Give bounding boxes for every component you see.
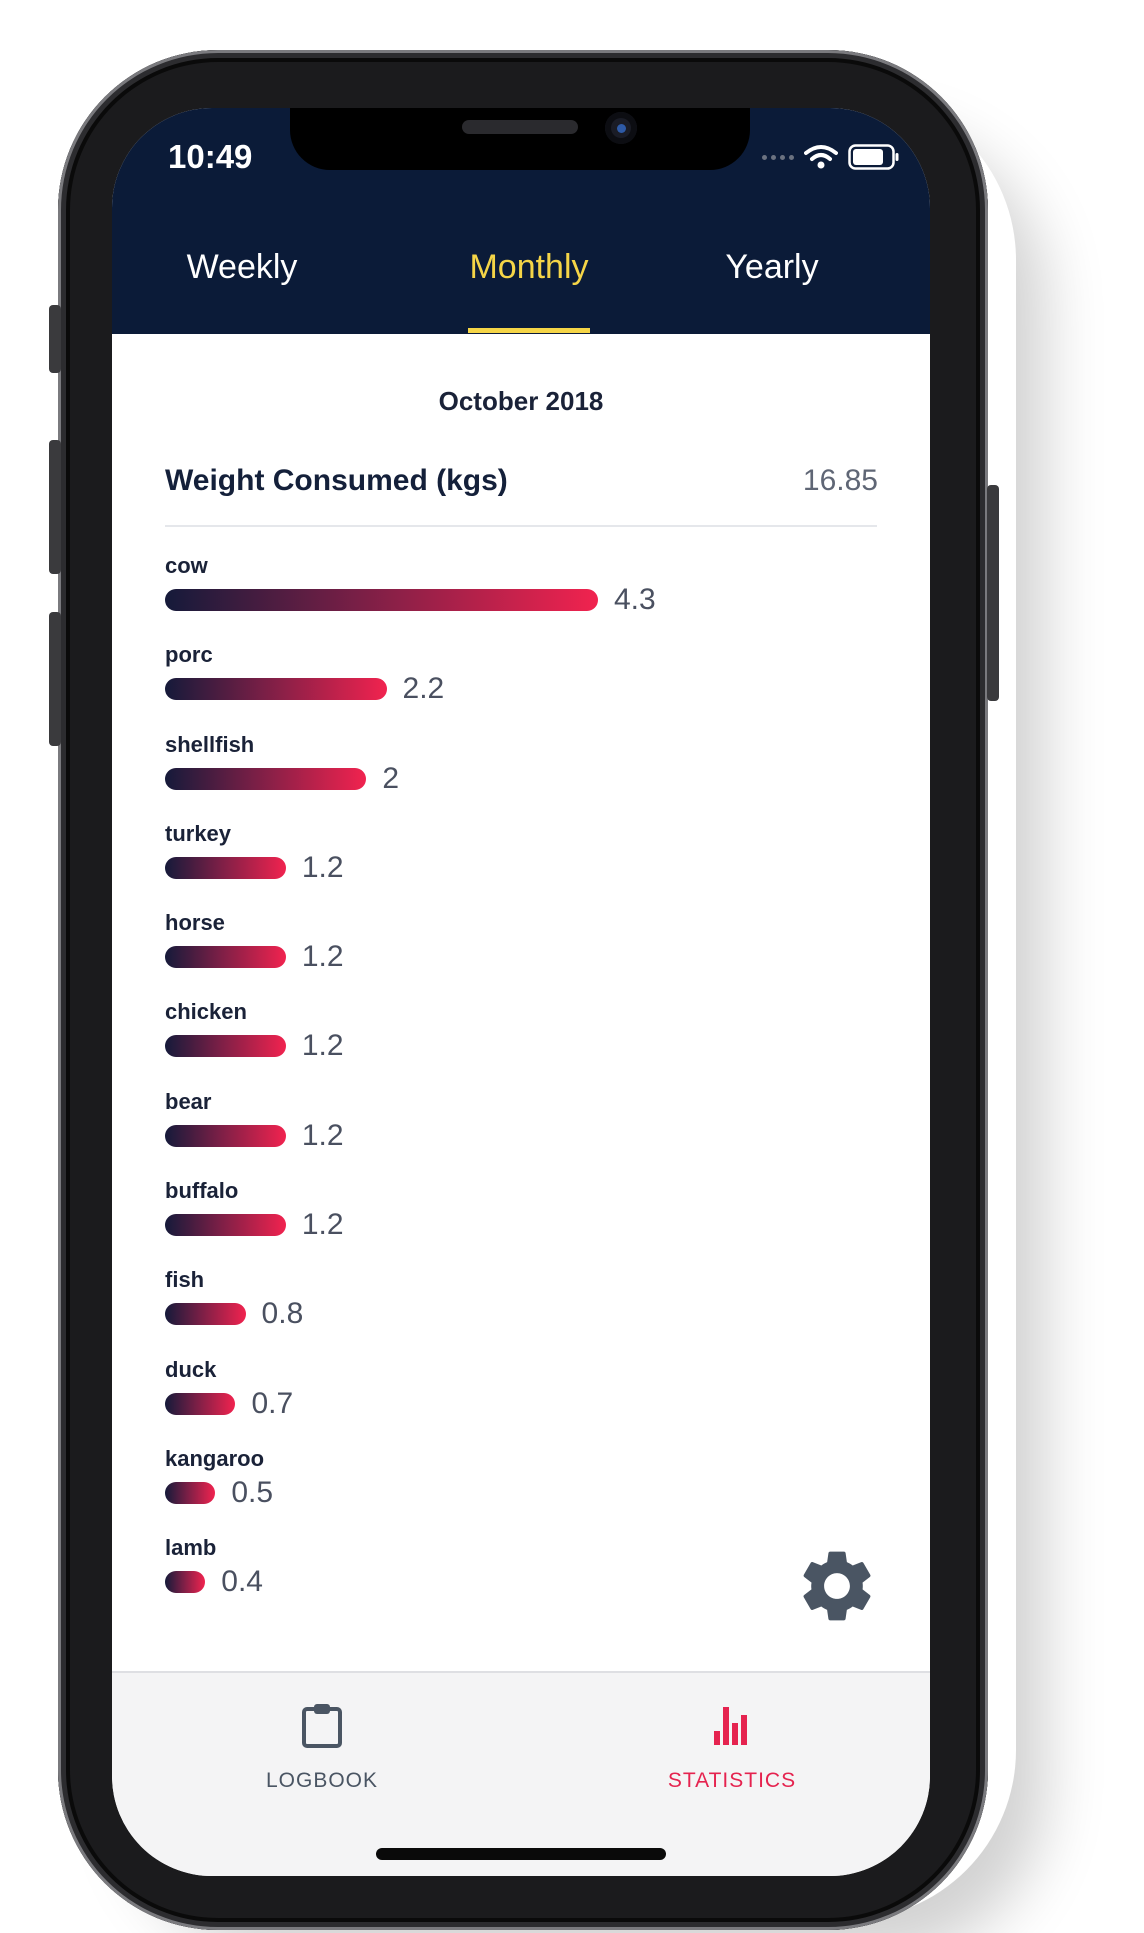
- nav-statistics[interactable]: STATISTICS: [582, 1673, 882, 1803]
- category-label: bear: [165, 1088, 212, 1114]
- bar: [165, 1035, 286, 1058]
- value-label: 1.2: [301, 850, 344, 884]
- category-label: horse: [165, 910, 225, 936]
- tab-yearly[interactable]: Yearly: [725, 248, 819, 286]
- volume-up-button: [49, 440, 61, 574]
- bar: [165, 767, 367, 790]
- bar: [165, 1481, 216, 1504]
- bottom-navigation: LOGBOOK STATISTICS: [112, 1671, 930, 1876]
- mute-switch: [49, 305, 61, 373]
- chart-row: fish 0.8: [165, 1267, 877, 1356]
- value-label: 2.2: [402, 672, 445, 706]
- active-tab-indicator: [468, 328, 590, 333]
- nav-logbook[interactable]: LOGBOOK: [172, 1673, 472, 1803]
- chart-row: lamb 0.4: [165, 1535, 877, 1624]
- bar: [165, 1571, 206, 1594]
- value-label: 0.8: [261, 1297, 304, 1331]
- nav-logbook-label: LOGBOOK: [265, 1769, 379, 1792]
- battery-icon: [848, 144, 899, 170]
- bar: [165, 678, 387, 701]
- tab-monthly[interactable]: Monthly: [469, 248, 589, 286]
- home-indicator: [376, 1848, 666, 1860]
- bar: [165, 856, 286, 879]
- value-label: 1.2: [301, 1208, 344, 1242]
- chart-row: horse 1.2: [165, 910, 877, 999]
- value-label: 0.4: [221, 1565, 263, 1599]
- consumption-bar-chart: cow 4.3 porc 2.2 shellfish 2 turkey 1.2 horse 1.2…: [165, 553, 877, 1625]
- value-label: 4.3: [614, 583, 656, 616]
- front-camera: [605, 112, 637, 144]
- value-label: 1.2: [301, 1118, 344, 1152]
- category-label: kangaroo: [165, 1445, 265, 1471]
- bar: [165, 1124, 286, 1147]
- chart-row: buffalo 1.2: [165, 1178, 877, 1267]
- notch: [290, 108, 750, 170]
- category-label: shellfish: [165, 731, 255, 757]
- category-label: porc: [165, 642, 213, 668]
- status-time: 10:49: [168, 138, 253, 175]
- chart-row: duck 0.7: [165, 1357, 877, 1446]
- settings-gear-icon[interactable]: [794, 1543, 880, 1629]
- value-label: 0.5: [231, 1475, 274, 1509]
- bar: [165, 1392, 236, 1415]
- bar-chart-icon: [714, 1707, 747, 1745]
- power-button: [987, 485, 999, 701]
- summary-value: 16.85: [802, 464, 878, 497]
- phone-screen: 10:49 Weekly Monthly Yearly October 2018…: [112, 108, 930, 1876]
- period-tabs: Weekly Monthly Yearly: [112, 248, 930, 334]
- chart-row: bear 1.2: [165, 1089, 877, 1178]
- status-icons: [762, 144, 900, 170]
- chart-row: porc 2.2: [165, 642, 877, 731]
- bar: [165, 1214, 286, 1237]
- value-label: 2: [382, 761, 400, 795]
- value-label: 0.7: [251, 1386, 294, 1420]
- category-label: buffalo: [165, 1178, 239, 1204]
- volume-down-button: [49, 612, 61, 746]
- summary-label: Weight Consumed (kgs): [165, 464, 508, 497]
- category-label: cow: [165, 553, 208, 578]
- value-label: 1.2: [301, 1029, 344, 1063]
- category-label: lamb: [165, 1535, 217, 1561]
- nav-statistics-label: STATISTICS: [667, 1769, 797, 1792]
- tab-weekly[interactable]: Weekly: [186, 248, 298, 286]
- bar: [165, 946, 286, 969]
- period-title: October 2018: [438, 386, 604, 416]
- category-label: fish: [165, 1267, 205, 1293]
- bar: [165, 589, 598, 611]
- chart-row: cow 4.3: [165, 553, 877, 642]
- speaker-grille: [462, 120, 578, 134]
- category-label: chicken: [165, 999, 247, 1025]
- chart-row: turkey 1.2: [165, 821, 877, 910]
- value-label: 1.2: [301, 940, 344, 974]
- bar: [165, 1303, 246, 1326]
- divider: [165, 525, 877, 527]
- chart-row: shellfish 2: [165, 732, 877, 821]
- wifi-icon: [804, 145, 838, 169]
- chart-row: chicken 1.2: [165, 999, 877, 1088]
- cellular-signal-icon: [762, 154, 794, 160]
- clipboard-icon: [302, 1704, 342, 1748]
- category-label: turkey: [165, 820, 232, 846]
- category-label: duck: [165, 1356, 217, 1382]
- chart-row: kangaroo 0.5: [165, 1446, 877, 1535]
